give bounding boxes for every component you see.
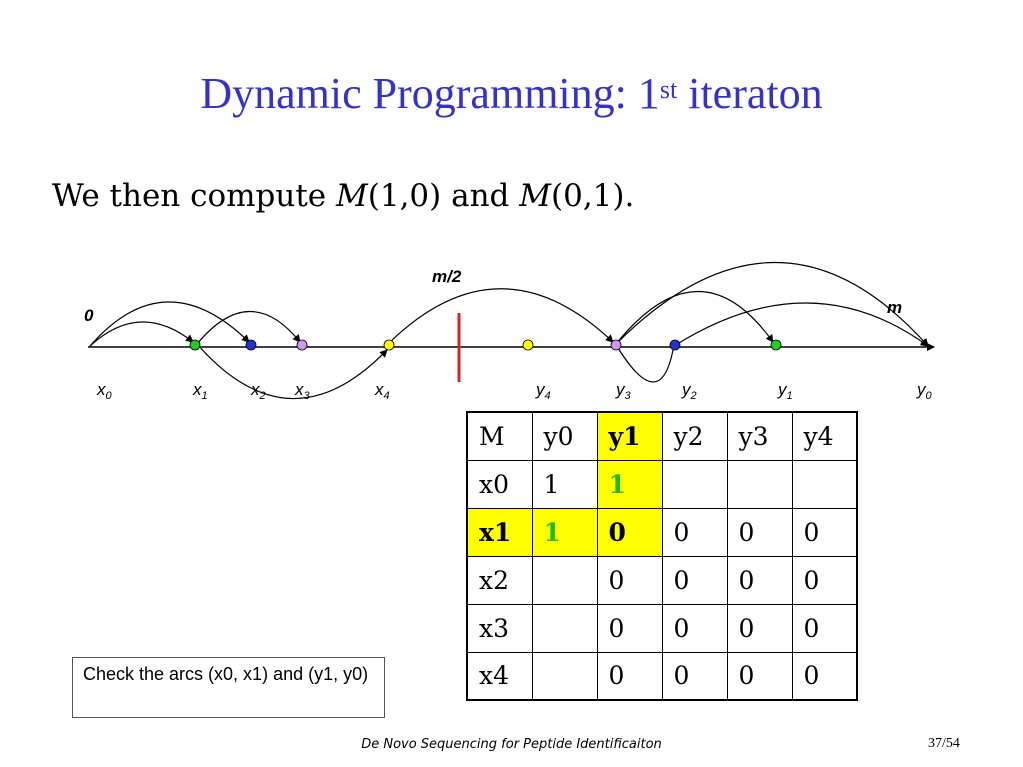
table-cell: 1 — [596, 459, 663, 509]
table-cell: 0 — [791, 651, 858, 701]
table-cell: 0 — [791, 555, 858, 605]
table-cell: y2 — [661, 411, 728, 461]
table-cell: y1 — [596, 411, 663, 461]
table-cell: 0 — [661, 555, 728, 605]
point-y4 — [522, 339, 534, 351]
point-x3 — [296, 339, 308, 351]
table-cell: 0 — [661, 651, 728, 701]
table-cell — [531, 651, 598, 701]
table-cell: 0 — [596, 507, 663, 557]
table-cell: 0 — [726, 603, 793, 653]
page-number: 37/54 — [928, 736, 960, 751]
arc-y2-y0 — [673, 302, 929, 347]
table-cell: 0 — [596, 603, 663, 653]
table-row: x3 0 0 0 0 — [466, 603, 858, 653]
arc-y4-y2 — [617, 347, 674, 383]
table-cell: x2 — [466, 555, 533, 605]
label-x1: x1 — [192, 380, 208, 402]
table-cell: 0 — [661, 603, 728, 653]
table-cell: x1 — [466, 507, 533, 557]
arc-x0-x1 — [89, 321, 194, 347]
table-cell — [726, 459, 793, 509]
table-cell — [791, 459, 858, 509]
label-y3: y3 — [615, 380, 632, 402]
label-x3: x3 — [294, 380, 311, 402]
note-box: Check the arcs (x0, x1) and (y1, y0) — [72, 657, 385, 718]
dp-table: M y0 y1 y2 y3 y4 x0 1 1 x1 1 0 0 0 0 x2 … — [466, 411, 858, 701]
table-cell: x4 — [466, 651, 533, 701]
table-cell: y3 — [726, 411, 793, 461]
label-x4: x4 — [374, 380, 390, 402]
table-cell: 0 — [726, 507, 793, 557]
point-y3 — [610, 339, 622, 351]
label-y0: y0 — [916, 380, 933, 402]
table-cell — [661, 459, 728, 509]
table-cell: 0 — [661, 507, 728, 557]
table-cell: 0 — [726, 651, 793, 701]
point-y2 — [669, 339, 681, 351]
label-zero: 0 — [84, 306, 94, 325]
table-row: x2 0 0 0 0 — [466, 555, 858, 605]
point-x2 — [245, 339, 257, 351]
table-cell — [531, 555, 598, 605]
label-y1: y1 — [777, 380, 793, 402]
body-text: We then compute M(1,0) and M(0,1). — [52, 178, 635, 214]
table-cell: y4 — [791, 411, 858, 461]
table-row: x4 0 0 0 0 — [466, 651, 858, 701]
table-cell: y0 — [531, 411, 598, 461]
footer-title: De Novo Sequencing for Peptide Identific… — [361, 737, 662, 752]
points — [189, 339, 782, 351]
point-x1 — [189, 339, 201, 351]
table-cell: x3 — [466, 603, 533, 653]
arc-x4-y3 — [388, 288, 614, 344]
table-cell: 0 — [726, 555, 793, 605]
table-cell: 0 — [596, 555, 663, 605]
label-x2: x2 — [250, 380, 266, 402]
slide-title: Dynamic Programming: 1st iteraton — [200, 69, 823, 118]
label-y4: y4 — [535, 380, 551, 402]
table-cell: M — [466, 411, 533, 461]
table-cell: 0 — [791, 507, 858, 557]
arc-y3-y0 — [615, 262, 929, 347]
arc-x1-x3 — [196, 310, 301, 345]
table-cell: 1 — [531, 459, 598, 509]
label-m: m — [887, 298, 902, 317]
table-row: x0 1 1 — [466, 459, 858, 509]
label-y2: y2 — [681, 380, 697, 402]
table-row: M y0 y1 y2 y3 y4 — [466, 411, 858, 461]
arcs — [89, 262, 929, 400]
table-cell: 0 — [791, 603, 858, 653]
spectrum-diagram: 0 m/2 m x0 x1 x2 x3 x4 y4 y3 y2 y1 y0 — [84, 262, 935, 402]
table-cell: 1 — [531, 507, 598, 557]
arc-y3-y1 — [615, 290, 774, 345]
table-cell: 0 — [596, 651, 663, 701]
table-row: x1 1 0 0 0 0 — [466, 507, 858, 557]
arc-x1-x4 — [196, 343, 388, 400]
label-x0: x0 — [96, 380, 113, 402]
point-x4 — [383, 339, 395, 351]
arc-x0-x2 — [89, 301, 250, 347]
label-mid: m/2 — [432, 267, 462, 286]
table-cell: x0 — [466, 459, 533, 509]
point-y1 — [770, 339, 782, 351]
table-cell — [531, 603, 598, 653]
